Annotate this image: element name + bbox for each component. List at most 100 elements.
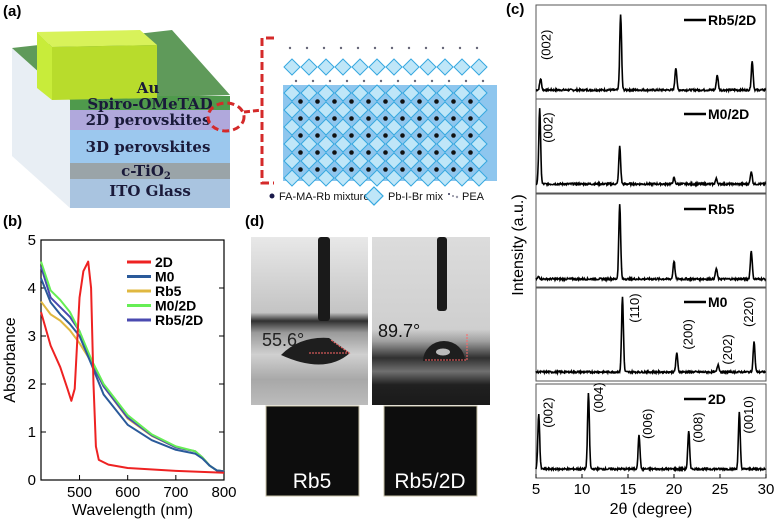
pea-molecule-icon bbox=[448, 193, 459, 199]
pea-molecule bbox=[458, 46, 462, 50]
pea-molecule bbox=[424, 46, 428, 50]
octahedron bbox=[300, 169, 318, 187]
cation-dot bbox=[468, 99, 473, 104]
pea-molecule bbox=[447, 79, 451, 83]
y-tick-label: 2 bbox=[28, 376, 36, 393]
octahedron bbox=[351, 152, 369, 170]
layer-tio2 bbox=[70, 163, 230, 179]
octahedron-2d-layer bbox=[300, 58, 318, 76]
cation-dot bbox=[451, 116, 456, 121]
au-top-face bbox=[37, 30, 157, 47]
legend-label: Rb5 bbox=[155, 283, 182, 299]
octahedron bbox=[453, 169, 471, 187]
x-tick-label: 20 bbox=[666, 481, 683, 498]
octahedron bbox=[300, 118, 318, 136]
cation-dot bbox=[332, 133, 337, 138]
legend-label: 2D bbox=[708, 391, 726, 407]
octahedron bbox=[334, 84, 352, 102]
pea-molecule bbox=[305, 46, 309, 50]
octahedron bbox=[385, 84, 403, 102]
legend-pea: PEA bbox=[462, 191, 485, 203]
series-line-Rb5/2D bbox=[40, 266, 225, 473]
cation-dot bbox=[434, 99, 439, 104]
pea-molecule bbox=[322, 46, 326, 50]
octahedron-2d-layer bbox=[334, 58, 352, 76]
cation-dot bbox=[332, 99, 337, 104]
cation-dot bbox=[349, 133, 354, 138]
octahedron bbox=[436, 169, 454, 187]
y-tick-label: 0 bbox=[28, 472, 36, 489]
cation-dot bbox=[366, 133, 371, 138]
cation-dot bbox=[434, 116, 439, 121]
x-tick-label: 700 bbox=[163, 484, 188, 501]
octahedron bbox=[385, 152, 403, 170]
octahedron bbox=[334, 135, 352, 153]
octahedron bbox=[402, 135, 420, 153]
pea-molecule bbox=[413, 79, 417, 83]
octahedron-2d-layer bbox=[419, 58, 437, 76]
highlight-connector bbox=[243, 108, 263, 114]
octahedron bbox=[283, 84, 301, 102]
legend-fa-ma-rb: FA-MA-Rb mixture bbox=[279, 191, 369, 203]
cation-dot bbox=[298, 116, 303, 121]
cation-dot bbox=[417, 99, 422, 104]
octahedron bbox=[300, 135, 318, 153]
layer-ito bbox=[70, 179, 230, 208]
octahedron bbox=[419, 152, 437, 170]
octahedron bbox=[300, 152, 318, 170]
octahedron bbox=[419, 84, 437, 102]
y-axis-label: Intensity (a.u.) bbox=[510, 194, 527, 295]
layer-label-spiro: Spiro-OMeTAD bbox=[87, 95, 212, 113]
cation-dot bbox=[366, 99, 371, 104]
cation-dot bbox=[451, 133, 456, 138]
y-tick-label: 4 bbox=[28, 280, 36, 297]
octahedron bbox=[402, 84, 420, 102]
layer-label-2d: 2D perovskites bbox=[86, 111, 211, 129]
octahedron bbox=[368, 101, 386, 119]
crystal-structure-illustration bbox=[283, 46, 497, 187]
cation-dot bbox=[383, 150, 388, 155]
octahedron bbox=[436, 118, 454, 136]
octahedron bbox=[385, 118, 403, 136]
octahedron bbox=[385, 169, 403, 187]
dot-icon bbox=[269, 193, 275, 199]
cation-dot bbox=[400, 133, 405, 138]
series-line-2D bbox=[40, 260, 225, 474]
cation-dot bbox=[315, 99, 320, 104]
cation-dot bbox=[332, 167, 337, 172]
legend-label: 2D bbox=[155, 254, 173, 270]
series-line-M0 bbox=[40, 278, 225, 473]
pea-molecule bbox=[407, 46, 411, 50]
layer-spiro bbox=[70, 96, 230, 110]
cation-dot bbox=[434, 150, 439, 155]
octahedron bbox=[402, 152, 420, 170]
pea-molecule bbox=[362, 79, 366, 83]
octahedron bbox=[436, 84, 454, 102]
octahedron bbox=[317, 84, 335, 102]
octahedron bbox=[368, 118, 386, 136]
pea-molecule bbox=[379, 79, 383, 83]
x-tick-label: 600 bbox=[115, 484, 140, 501]
x-tick-label: 15 bbox=[620, 481, 637, 498]
cation-dot bbox=[349, 150, 354, 155]
cation-dot bbox=[298, 167, 303, 172]
octahedron bbox=[368, 152, 386, 170]
subplot-frame-2D bbox=[535, 383, 767, 479]
octahedron bbox=[419, 101, 437, 119]
film-label-rb5: Rb5 bbox=[293, 470, 332, 493]
legend-label: M0 bbox=[155, 269, 175, 285]
subplot-frame-Rb5 bbox=[535, 193, 767, 289]
film-photo-rb5 bbox=[265, 405, 360, 497]
y-tick-label: 3 bbox=[28, 328, 36, 345]
octahedron-2d-layer bbox=[402, 58, 420, 76]
pea-molecule bbox=[481, 79, 485, 83]
x-tick-label: 5 bbox=[532, 481, 540, 498]
cation-dot bbox=[349, 99, 354, 104]
cation-dot bbox=[468, 133, 473, 138]
octahedron-icon bbox=[364, 186, 384, 206]
x-tick-label: 500 bbox=[67, 484, 92, 501]
cation-dot bbox=[315, 167, 320, 172]
pea-molecule bbox=[430, 79, 434, 83]
octahedron bbox=[334, 118, 352, 136]
y-tick-label: 1 bbox=[28, 424, 36, 441]
